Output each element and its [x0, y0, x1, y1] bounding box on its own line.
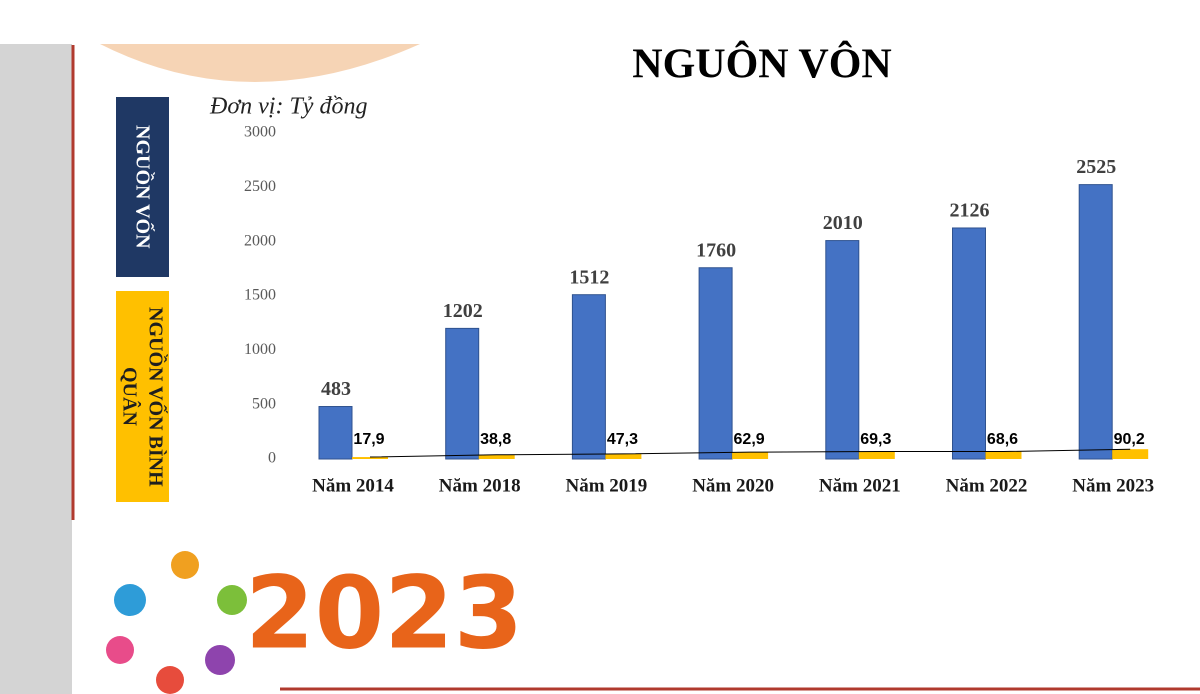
y-tick-label: 2500: [244, 178, 276, 195]
bar: [985, 451, 1022, 459]
logo-shape: [217, 585, 247, 615]
x-tick-label: Năm 2021: [819, 475, 901, 496]
x-tick-label: Năm 2023: [1072, 475, 1154, 496]
value-label: 90,2: [1114, 431, 1145, 448]
legend-label: NGUỒN VỐN: [116, 97, 169, 277]
bar: [352, 457, 388, 459]
unit-label: Đơn vị: Tỷ đồng: [209, 94, 367, 120]
value-label: 1760: [696, 239, 736, 261]
bar: [698, 267, 733, 460]
chart-title: NGUÔN VÔN: [632, 40, 891, 88]
value-label: 1512: [569, 266, 609, 288]
y-tick-label: 3000: [244, 124, 276, 141]
decor-arc: [100, 44, 420, 82]
logo-shape: [205, 645, 235, 675]
value-label: 38,8: [480, 431, 511, 448]
y-tick-label: 500: [252, 395, 276, 412]
value-label: 69,3: [860, 431, 891, 448]
slide: [72, 20, 1200, 694]
y-tick-label: 1500: [244, 287, 276, 304]
bar: [478, 454, 515, 459]
value-label: 17,9: [353, 431, 384, 448]
trend-line: [369, 448, 1131, 458]
value-label: 68,6: [987, 431, 1018, 448]
logo-shape: [171, 551, 199, 579]
value-label: 47,3: [607, 431, 638, 448]
value-label: 483: [321, 378, 351, 400]
x-tick-label: Năm 2018: [439, 475, 521, 496]
x-tick-label: Năm 2020: [692, 475, 774, 496]
bar: [732, 452, 769, 459]
bar: [858, 451, 895, 459]
bar: [952, 227, 986, 460]
logo: [106, 551, 247, 694]
bar: [318, 406, 353, 460]
legend-label: NGUỒN VỐN BÌNH QUÂN: [116, 291, 169, 502]
y-tick-label: 1000: [244, 341, 276, 358]
y-tick-label: 2000: [244, 232, 276, 249]
logo-shape: [106, 636, 134, 664]
x-tick-label: Năm 2014: [312, 475, 394, 496]
value-label: 2126: [950, 200, 990, 222]
y-tick-label: 0: [268, 450, 276, 467]
value-label: 2010: [823, 212, 863, 234]
bar: [1078, 184, 1113, 460]
logo-shape: [114, 584, 146, 616]
bar: [825, 240, 860, 460]
x-tick-label: Năm 2022: [946, 475, 1028, 496]
value-label: 1202: [443, 300, 483, 322]
logo-shape: [156, 666, 184, 694]
value-label: 2525: [1076, 156, 1116, 178]
bar: [445, 327, 480, 460]
bar: [1112, 449, 1149, 459]
value-label: 62,9: [734, 431, 765, 448]
x-tick-label: Năm 2019: [565, 475, 647, 496]
bar: [605, 453, 642, 459]
bar: [571, 294, 606, 460]
logo-text: 2023: [245, 554, 523, 671]
